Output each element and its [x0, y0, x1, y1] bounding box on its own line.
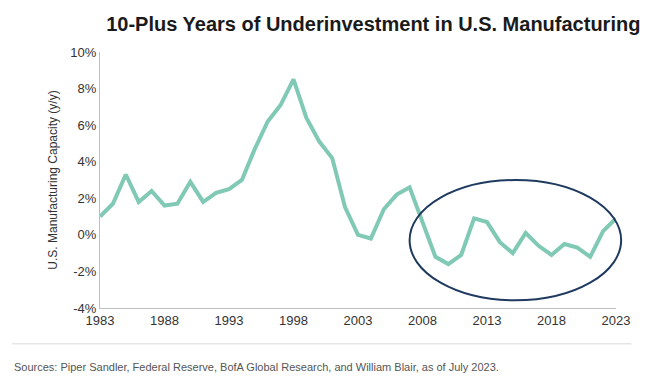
svg-text:2003: 2003	[344, 313, 373, 328]
svg-text:2%: 2%	[78, 191, 97, 206]
svg-text:2013: 2013	[473, 313, 502, 328]
svg-text:U.S. Manufacturing Capacity (y: U.S. Manufacturing Capacity (y/y)	[46, 90, 60, 269]
svg-text:1988: 1988	[150, 313, 179, 328]
svg-text:-4%: -4%	[73, 301, 97, 316]
svg-text:1998: 1998	[279, 313, 308, 328]
svg-text:2008: 2008	[408, 313, 437, 328]
svg-text:0%: 0%	[78, 227, 97, 242]
svg-text:10%: 10%	[70, 45, 96, 60]
svg-text:10-Plus Years of Underinvestme: 10-Plus Years of Underinvestment in U.S.…	[106, 13, 640, 35]
svg-text:1983: 1983	[86, 313, 115, 328]
svg-text:-2%: -2%	[73, 264, 97, 279]
svg-text:2018: 2018	[537, 313, 566, 328]
svg-text:6%: 6%	[78, 118, 97, 133]
svg-text:Sources: Piper Sandler, Federa: Sources: Piper Sandler, Federal Reserve,…	[14, 361, 499, 373]
svg-text:2023: 2023	[602, 313, 631, 328]
svg-text:4%: 4%	[78, 154, 97, 169]
svg-text:8%: 8%	[78, 81, 97, 96]
svg-text:1993: 1993	[215, 313, 244, 328]
